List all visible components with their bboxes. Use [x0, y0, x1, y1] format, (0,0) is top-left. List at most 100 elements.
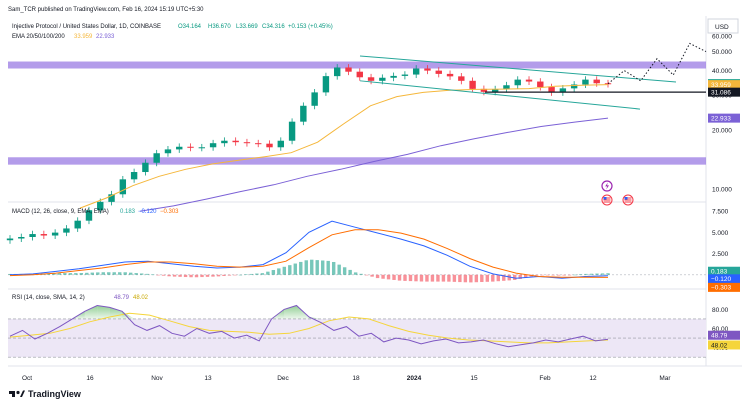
macd-histogram-bar	[200, 274, 204, 278]
candle-body	[604, 83, 612, 85]
macd-histogram-bar	[507, 274, 511, 281]
candle-body	[255, 143, 262, 145]
macd-histogram-bar	[545, 274, 550, 276]
macd-histogram-bar	[447, 274, 451, 282]
macd-histogram-bar	[573, 274, 577, 276]
macd-histogram-bar	[606, 273, 610, 275]
macd-histogram-bar	[337, 264, 341, 275]
macd-histogram-bar	[68, 273, 73, 275]
macd-histogram-bar	[79, 273, 84, 275]
macd-histogram-bar	[112, 272, 116, 275]
macd-histogram-bar	[271, 270, 276, 275]
flag-canton-icon	[603, 197, 607, 200]
currency-box[interactable]	[707, 18, 739, 34]
macd-histogram-bar	[211, 274, 215, 277]
macd-histogram-bar	[403, 274, 407, 281]
macd-histogram-bar	[397, 274, 402, 281]
candle-body	[18, 236, 25, 239]
macd-line	[9, 220, 609, 279]
macd-histogram-bar	[266, 271, 270, 275]
macd-histogram-bar	[304, 260, 308, 275]
candle-body	[458, 76, 465, 81]
macd-histogram-bar	[562, 274, 566, 276]
rsi-overbought-fill	[122, 311, 135, 319]
ohlc-open: O34.164	[178, 24, 202, 30]
macd-histogram-bar	[414, 274, 418, 282]
candle-body	[176, 146, 183, 150]
macd-histogram-bar	[74, 273, 78, 275]
macd-histogram-bar	[321, 260, 325, 275]
candle-body	[74, 220, 81, 229]
candle-body	[97, 201, 104, 211]
candle-body	[51, 232, 59, 236]
candle-body	[29, 234, 36, 237]
macd-label-box	[708, 282, 740, 292]
macd-histogram-bar	[315, 260, 319, 275]
ohlc-low: L33.669	[236, 24, 258, 30]
time-tick: Dec	[277, 375, 289, 382]
macd-histogram-bar	[90, 272, 94, 275]
candle-body	[300, 105, 307, 122]
candle-body	[435, 70, 442, 74]
tradingview-logo[interactable]	[9, 390, 25, 398]
brand-name: TradingView	[28, 389, 82, 399]
candle-body	[503, 85, 510, 90]
macd-histogram-bar	[524, 274, 528, 278]
macd-label-box	[708, 266, 740, 276]
rsi-label-box	[708, 340, 740, 350]
time-tick: Feb	[539, 375, 551, 382]
time-tick: Mar	[659, 375, 671, 382]
candle-body	[345, 67, 352, 72]
candle-body	[198, 147, 206, 149]
macd-histogram-bar	[310, 259, 314, 275]
macd-histogram-bar	[293, 263, 297, 275]
macd-histogram-bar	[194, 274, 199, 278]
price-label-box	[708, 113, 740, 123]
rsi-tick: 60.00	[712, 326, 729, 333]
rsi-band-background	[8, 318, 706, 358]
macd-histogram-bar	[172, 274, 177, 277]
macd-histogram-bar	[161, 274, 166, 276]
ema-title: EMA 20/50/100/200	[12, 34, 65, 40]
macd-histogram-bar	[441, 274, 446, 282]
macd-histogram-bar	[101, 272, 105, 275]
macd-histogram-bar	[359, 273, 363, 275]
candle-body	[63, 228, 70, 233]
candle-body	[480, 88, 488, 92]
candle-body	[40, 234, 48, 236]
price-tick: 40.000	[712, 68, 732, 75]
macd-histogram-bar	[249, 273, 254, 275]
macd-histogram-bar	[589, 273, 594, 275]
candle-body	[243, 142, 251, 144]
candle-body	[322, 76, 330, 93]
time-tick: 15	[470, 375, 478, 382]
macd-histogram-bar	[353, 272, 358, 275]
macd-histogram-bar	[430, 274, 435, 282]
candle-body	[446, 73, 454, 77]
candle-body	[356, 71, 363, 78]
price-label: 31.086	[711, 89, 731, 96]
macd-histogram-bar	[183, 274, 188, 278]
macd-histogram-bar	[85, 272, 89, 275]
macd-histogram-bar	[282, 266, 287, 275]
macd-histogram-bar	[386, 274, 391, 280]
rsi-overbought-fill	[97, 305, 110, 319]
macd-histogram-bar	[551, 274, 555, 276]
macd-histogram-bar	[436, 274, 440, 282]
ohlc-high: H36.670	[208, 24, 231, 30]
macd-histogram-bar	[458, 274, 462, 283]
macd-histogram-bar	[123, 272, 127, 275]
candle-body	[164, 149, 172, 154]
macd-title: MACD (12, 26, close, 9, EMA, EMA)	[12, 209, 109, 215]
macd-histogram-bar	[145, 273, 149, 275]
macd-histogram-bar	[189, 274, 193, 278]
channel-upper-line	[359, 55, 677, 83]
lightning-glyph-icon	[605, 182, 609, 190]
time-tick: 12	[589, 375, 597, 382]
ohlc-change: +0.153 (+0.45%)	[288, 24, 333, 30]
macd-histogram-bar	[491, 274, 495, 282]
macd-histogram-bar	[375, 274, 380, 279]
ema-value-slow: 22.933	[96, 34, 115, 40]
candle-body	[469, 80, 476, 89]
candle-body	[119, 179, 127, 195]
